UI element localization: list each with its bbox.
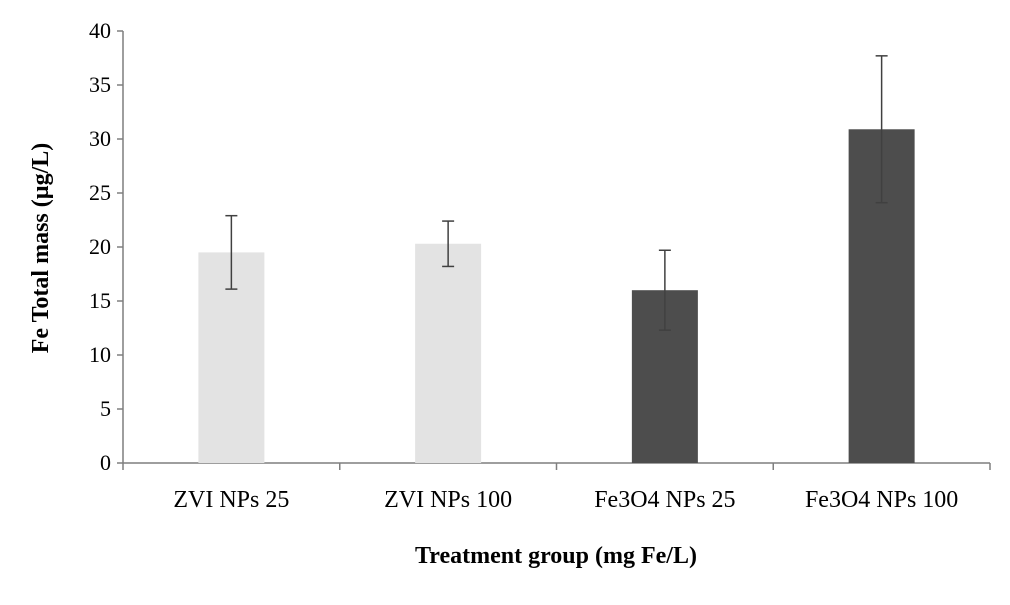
y-tick-label: 10 bbox=[89, 342, 111, 367]
y-tick-label: 0 bbox=[100, 450, 111, 475]
bars bbox=[198, 129, 915, 463]
y-tick-label: 25 bbox=[89, 180, 111, 205]
y-tick-label: 40 bbox=[89, 18, 111, 43]
y-axis-title: Fe Total mass (µg/L) bbox=[28, 143, 54, 354]
y-tick-label: 15 bbox=[89, 288, 111, 313]
y-axis: 0 5 10 15 20 25 30 35 40 bbox=[89, 18, 124, 475]
y-tick-label: 35 bbox=[89, 72, 111, 97]
x-axis: ZVI NPs 25 ZVI NPs 100 Fe3O4 NPs 25 Fe3O4 N… bbox=[122, 462, 991, 513]
bar bbox=[415, 243, 482, 463]
error-bars bbox=[225, 55, 888, 331]
x-tick-label: ZVI NPs 100 bbox=[384, 487, 512, 513]
y-tick-label: 30 bbox=[89, 126, 111, 151]
x-axis-title: Treatment group (mg Fe/L) bbox=[415, 543, 697, 569]
x-tick-label: Fe3O4 NPs 100 bbox=[805, 487, 958, 513]
x-tick-label: Fe3O4 NPs 25 bbox=[594, 487, 735, 513]
y-tick-label: 20 bbox=[89, 234, 111, 259]
x-tick-label: ZVI NPs 25 bbox=[173, 487, 289, 513]
y-tick-label: 5 bbox=[100, 396, 111, 421]
